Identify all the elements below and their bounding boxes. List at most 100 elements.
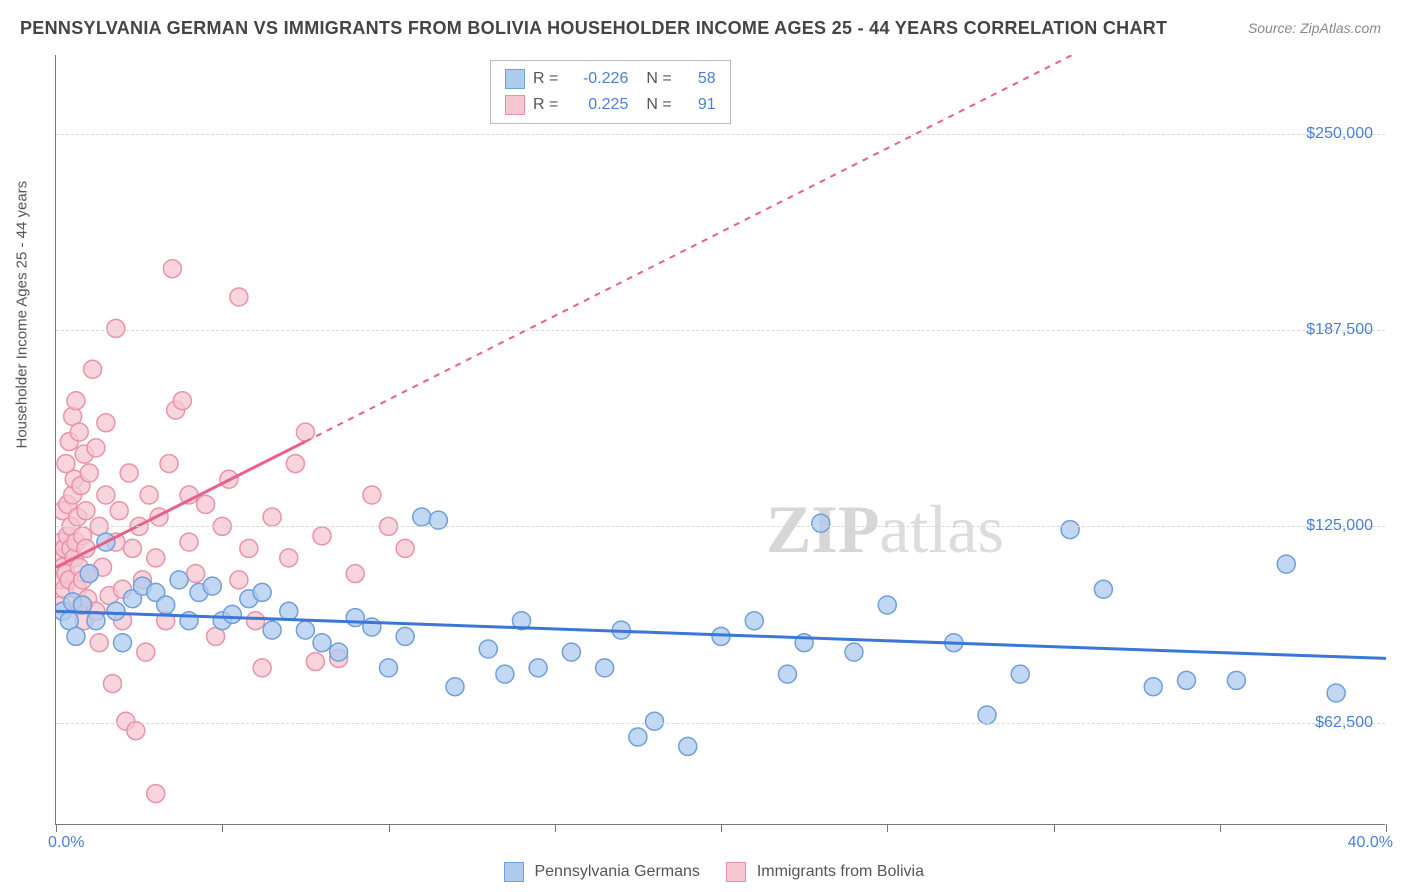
data-point: [127, 722, 145, 740]
data-point: [160, 455, 178, 473]
data-point: [346, 609, 364, 627]
grid-line: [56, 723, 1385, 724]
legend-row-series-b: R = 0.225 N = 91: [505, 92, 716, 118]
data-point: [280, 549, 298, 567]
data-point: [203, 577, 221, 595]
chart-svg: [56, 55, 1386, 825]
data-point: [280, 602, 298, 620]
data-point: [1011, 665, 1029, 683]
r-label: R =: [533, 70, 558, 88]
data-point: [114, 634, 132, 652]
y-tick-label: $250,000: [1306, 125, 1373, 143]
x-tick: [1220, 824, 1221, 832]
data-point: [240, 539, 258, 557]
data-point: [1061, 521, 1079, 539]
data-point: [779, 665, 797, 683]
x-axis-min-label: 0.0%: [48, 834, 84, 852]
data-point: [107, 602, 125, 620]
data-point: [107, 319, 125, 337]
data-point: [80, 565, 98, 583]
legend-correlation: R = -0.226 N = 58 R = 0.225 N = 91: [490, 60, 731, 124]
data-point: [120, 464, 138, 482]
data-point: [313, 527, 331, 545]
data-point: [77, 502, 95, 520]
data-point: [253, 583, 271, 601]
data-point: [170, 571, 188, 589]
data-point: [123, 539, 141, 557]
data-point: [812, 514, 830, 532]
n-value-b: 91: [680, 96, 716, 114]
data-point: [110, 502, 128, 520]
data-point: [845, 643, 863, 661]
data-point: [253, 659, 271, 677]
data-point: [1327, 684, 1345, 702]
data-point: [67, 392, 85, 410]
source-attribution: Source: ZipAtlas.com: [1248, 20, 1381, 36]
data-point: [446, 678, 464, 696]
trend-line-pagerman: [56, 611, 1386, 658]
data-point: [745, 612, 763, 630]
r-label: R =: [533, 96, 558, 114]
x-axis-max-label: 40.0%: [1348, 834, 1393, 852]
grid-line: [56, 134, 1385, 135]
legend-row-series-a: R = -0.226 N = 58: [505, 66, 716, 92]
data-point: [629, 728, 647, 746]
grid-line: [56, 330, 1385, 331]
data-point: [80, 464, 98, 482]
plot-area: ZIPatlas 0.0% 40.0% $62,500$125,000$187,…: [55, 55, 1385, 825]
data-point: [396, 539, 414, 557]
data-point: [147, 785, 165, 803]
x-tick: [887, 824, 888, 832]
data-point: [223, 605, 241, 623]
data-point: [1094, 580, 1112, 598]
data-point: [263, 621, 281, 639]
chart-title: PENNSYLVANIA GERMAN VS IMMIGRANTS FROM B…: [20, 18, 1167, 39]
data-point: [1144, 678, 1162, 696]
data-point: [97, 414, 115, 432]
data-point: [380, 659, 398, 677]
data-point: [84, 360, 102, 378]
data-point: [363, 618, 381, 636]
x-tick: [222, 824, 223, 832]
data-point: [104, 675, 122, 693]
data-point: [173, 392, 191, 410]
data-point: [363, 486, 381, 504]
data-point: [230, 571, 248, 589]
x-tick: [721, 824, 722, 832]
data-point: [157, 596, 175, 614]
data-point: [67, 627, 85, 645]
legend-bottom-swatch-a: [504, 862, 524, 882]
data-point: [90, 634, 108, 652]
n-label: N =: [646, 96, 671, 114]
legend-swatch-a: [505, 69, 525, 89]
x-tick: [389, 824, 390, 832]
n-label: N =: [646, 70, 671, 88]
legend-bottom-swatch-b: [726, 862, 746, 882]
data-point: [247, 612, 265, 630]
legend-bottom-label-a: Pennsylvania Germans: [534, 863, 699, 880]
grid-line: [56, 526, 1385, 527]
legend-swatch-b: [505, 95, 525, 115]
data-point: [346, 565, 364, 583]
r-value-b: 0.225: [566, 96, 628, 114]
data-point: [1227, 671, 1245, 689]
trend-line-bolivia: [56, 442, 305, 568]
data-point: [296, 621, 314, 639]
data-point: [263, 508, 281, 526]
data-point: [306, 653, 324, 671]
data-point: [562, 643, 580, 661]
data-point: [70, 423, 88, 441]
data-point: [286, 455, 304, 473]
data-point: [479, 640, 497, 658]
data-point: [180, 533, 198, 551]
data-point: [87, 439, 105, 457]
data-point: [197, 495, 215, 513]
y-axis-title: Householder Income Ages 25 - 44 years: [14, 181, 31, 449]
data-point: [529, 659, 547, 677]
data-point: [330, 643, 348, 661]
y-tick-label: $125,000: [1306, 517, 1373, 535]
data-point: [163, 260, 181, 278]
data-point: [296, 423, 314, 441]
data-point: [396, 627, 414, 645]
data-point: [679, 737, 697, 755]
